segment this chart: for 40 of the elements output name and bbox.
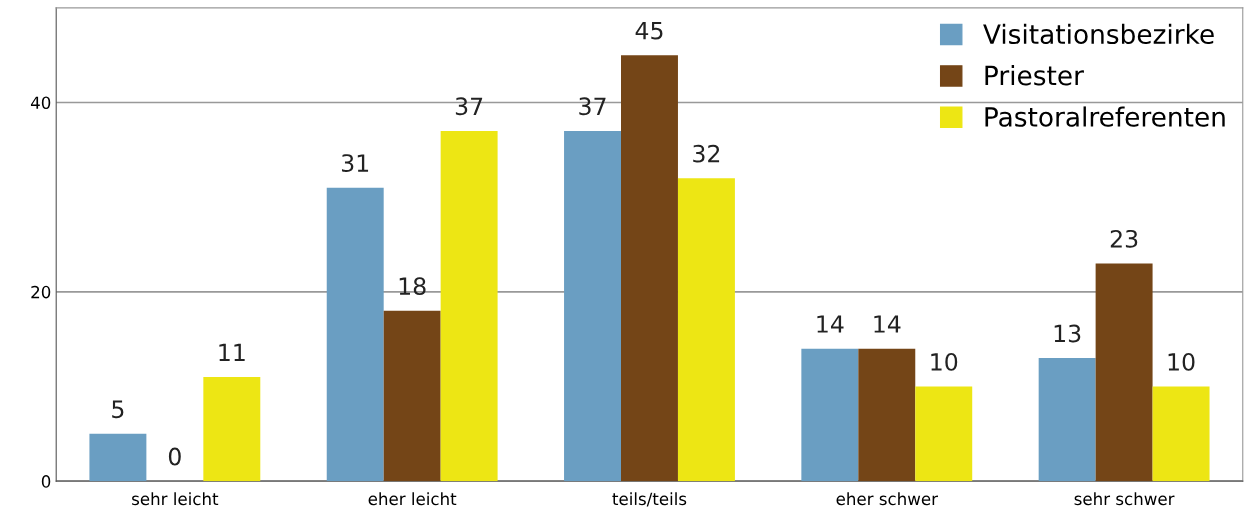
data-label: 37 [579, 97, 606, 116]
y-tick-label: 20 [31, 285, 51, 299]
data-label: 10 [931, 352, 958, 371]
y-tick-label: 0 [41, 475, 51, 488]
bar [440, 130, 498, 482]
data-label: 37 [455, 97, 483, 116]
data-label: 10 [1168, 352, 1195, 371]
data-label: 18 [399, 277, 426, 296]
legend-label: Visitationsbezirke [983, 23, 1214, 45]
bar [564, 130, 621, 482]
x-tick-label: sehr leicht [132, 492, 219, 506]
bar [677, 178, 735, 482]
data-label: 32 [693, 144, 720, 163]
bar [621, 55, 678, 482]
x-tick-label: sehr schwer [1074, 492, 1175, 506]
bar [203, 377, 261, 482]
data-label: 13 [1054, 324, 1081, 343]
x-tick-label: eher leicht [368, 492, 457, 506]
bar [1095, 263, 1153, 482]
data-label: 14 [874, 315, 901, 333]
data-label: 11 [219, 343, 245, 362]
bar [915, 386, 973, 482]
y-tick-label: 40 [30, 96, 51, 110]
data-label: 5 [112, 400, 124, 419]
data-label: 0 [168, 447, 181, 466]
data-label: 31 [341, 154, 369, 173]
data-label: 14 [817, 315, 844, 333]
data-label: 45 [635, 21, 663, 40]
bar [383, 310, 441, 482]
x-tick-label: eher schwer [836, 492, 938, 506]
bar [858, 348, 916, 482]
bar [801, 348, 859, 482]
bar [326, 187, 384, 482]
bar [89, 433, 147, 482]
data-label: 23 [1110, 229, 1138, 248]
legend-label: Priester [985, 65, 1084, 86]
x-tick-label: teils/teils [612, 492, 687, 507]
bar [1038, 358, 1096, 482]
legend-label: Pastoralreferenten [985, 106, 1225, 127]
bar [1152, 386, 1210, 482]
